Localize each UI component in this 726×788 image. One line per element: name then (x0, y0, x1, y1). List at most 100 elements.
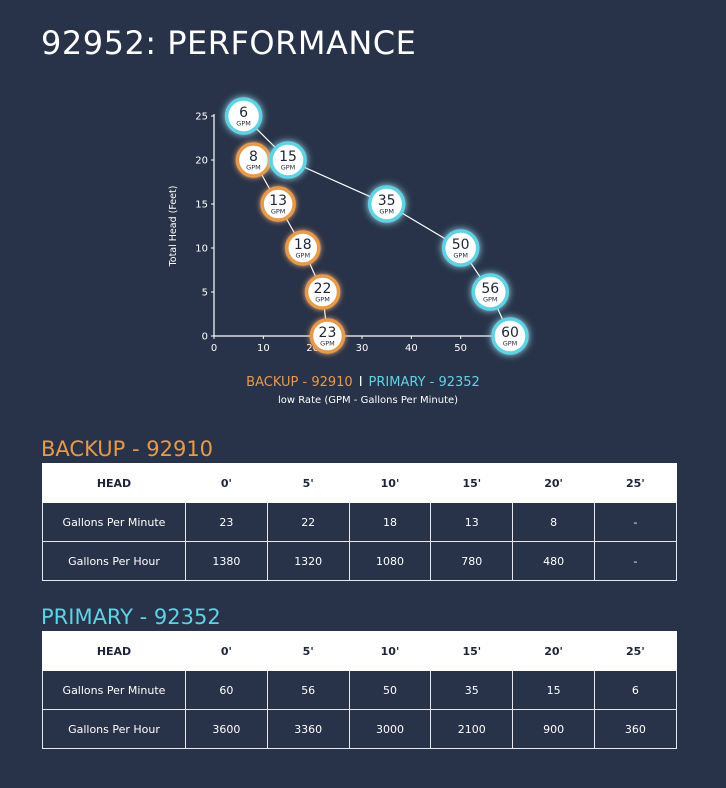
legend-primary: PRIMARY - 92352 (368, 375, 480, 390)
x-tick-label: 20 (306, 343, 319, 354)
point-unit-label: GPM (236, 120, 251, 128)
primary-table: HEAD 0' 5' 10' 15' 20' 25' Gallons Per M… (42, 631, 677, 749)
header-cell: HEAD (42, 463, 186, 503)
header-cell: 20' (512, 631, 595, 671)
x-tick-label: 10 (257, 343, 270, 354)
performance-chart-svg: 0 10 20 30 40 50 60 0 5 10 15 20 25 Total Head (Feet)… (168, 97, 529, 355)
page-title: 92952: PERFORMANCE (41, 24, 417, 62)
primary-point (269, 141, 307, 179)
table-cell: 8 (512, 502, 595, 542)
primary-heading: PRIMARY - 92352 (41, 605, 221, 629)
table-cell: - (593, 502, 677, 542)
x-tick-label: 50 (454, 343, 467, 354)
x-tick-label: 30 (356, 343, 369, 354)
primary-point-value: 50 (452, 237, 470, 253)
backup-point-value: 13 (269, 193, 287, 209)
header-cell: 0' (185, 631, 268, 671)
primary-point (367, 185, 406, 223)
table-header-row: HEAD 0' 5' 10' 15' 20' 25' (42, 631, 677, 671)
point-unit-label: GPM (503, 340, 518, 348)
primary-point-value: 35 (378, 193, 396, 209)
primary-point-value: 15 (279, 149, 297, 165)
table-cell: 3600 (185, 709, 268, 749)
row-label: Gallons Per Minute (42, 670, 186, 710)
backup-point-value: 8 (249, 149, 258, 165)
legend-backup: BACKUP - 92910 (246, 375, 353, 390)
header-cell: 0' (185, 463, 268, 503)
table-row: Gallons Per Minute 23 22 18 13 8 - (42, 502, 677, 542)
backup-point-value: 23 (319, 325, 337, 341)
row-label: Gallons Per Hour (42, 709, 186, 749)
y-tick-label: 0 (202, 332, 208, 343)
table-cell: 22 (266, 502, 350, 542)
table-cell: 23 (185, 502, 268, 542)
backup-point (285, 230, 321, 266)
primary-point (471, 273, 510, 311)
point-unit-label: GPM (246, 164, 261, 172)
table-row: Gallons Per Hour 1380 1320 1080 780 480 … (42, 541, 677, 581)
point-unit-label: GPM (453, 252, 468, 260)
point-unit-label: GPM (320, 340, 335, 348)
y-tick-label: 10 (195, 244, 208, 255)
table-cell: 2100 (430, 709, 514, 749)
table-cell: 50 (348, 670, 432, 710)
performance-chart: 0 10 20 30 40 50 60 0 5 10 15 20 25 Total Head (Feet)… (40, 85, 680, 415)
table-cell: 3000 (348, 709, 432, 749)
table-cell: 3360 (266, 709, 350, 749)
x-axis-label: low Rate (GPM - Gallons Per Minute) (277, 395, 459, 406)
backup-point (309, 318, 346, 354)
x-tick-label: 40 (405, 343, 418, 354)
point-unit-label: GPM (315, 296, 330, 304)
table-cell: 1320 (266, 541, 350, 581)
header-cell: 25' (593, 463, 677, 503)
y-tick-label: 25 (195, 112, 208, 123)
table-cell: 13 (430, 502, 514, 542)
backup-point (304, 274, 341, 310)
table-cell: 1380 (185, 541, 268, 581)
header-cell: 5' (266, 631, 350, 671)
backup-table: HEAD 0' 5' 10' 15' 20' 25' Gallons Per M… (42, 463, 677, 581)
point-unit-label: GPM (296, 252, 311, 260)
header-cell: 10' (348, 631, 432, 671)
primary-point (224, 97, 263, 135)
y-tick-label: 5 (202, 288, 208, 299)
table-cell: 18 (348, 502, 432, 542)
header-cell: HEAD (42, 631, 186, 671)
table-cell: 60 (185, 670, 268, 710)
table-cell: 15 (512, 670, 595, 710)
table-cell: 780 (430, 541, 514, 581)
point-unit-label: GPM (271, 208, 286, 216)
table-cell: 56 (266, 670, 350, 710)
table-cell: 1080 (348, 541, 432, 581)
table-cell: 35 (430, 670, 514, 710)
chart-legend: BACKUP - 92910 I PRIMARY - 92352 (0, 375, 726, 390)
primary-point-value: 6 (239, 105, 248, 121)
table-row: Gallons Per Minute 60 56 50 35 15 6 (42, 670, 677, 710)
header-cell: 25' (593, 631, 677, 671)
table-cell: 6 (593, 670, 677, 710)
backup-point-value: 18 (294, 237, 312, 253)
point-unit-label: GPM (483, 296, 498, 304)
table-cell: - (593, 541, 677, 581)
table-cell: 480 (512, 541, 595, 581)
header-cell: 20' (512, 463, 595, 503)
primary-point (441, 229, 480, 267)
header-cell: 5' (266, 463, 350, 503)
primary-point (491, 317, 529, 355)
x-tick-label: 0 (211, 343, 217, 354)
header-cell: 15' (430, 463, 514, 503)
table-cell: 360 (593, 709, 677, 749)
primary-point-value: 60 (501, 325, 519, 341)
header-cell: 15' (430, 631, 514, 671)
table-cell: 900 (512, 709, 595, 749)
y-axis-label: Total Head (Feet) (168, 186, 179, 268)
table-header-row: HEAD 0' 5' 10' 15' 20' 25' (42, 463, 677, 503)
header-cell: 10' (348, 463, 432, 503)
y-tick-label: 20 (195, 156, 208, 167)
backup-heading: BACKUP - 92910 (41, 437, 214, 461)
primary-point-value: 56 (481, 281, 499, 297)
point-unit-label: GPM (281, 164, 296, 172)
point-unit-label: GPM (379, 208, 394, 216)
row-label: Gallons Per Minute (42, 502, 186, 542)
legend-separator: I (358, 375, 363, 390)
